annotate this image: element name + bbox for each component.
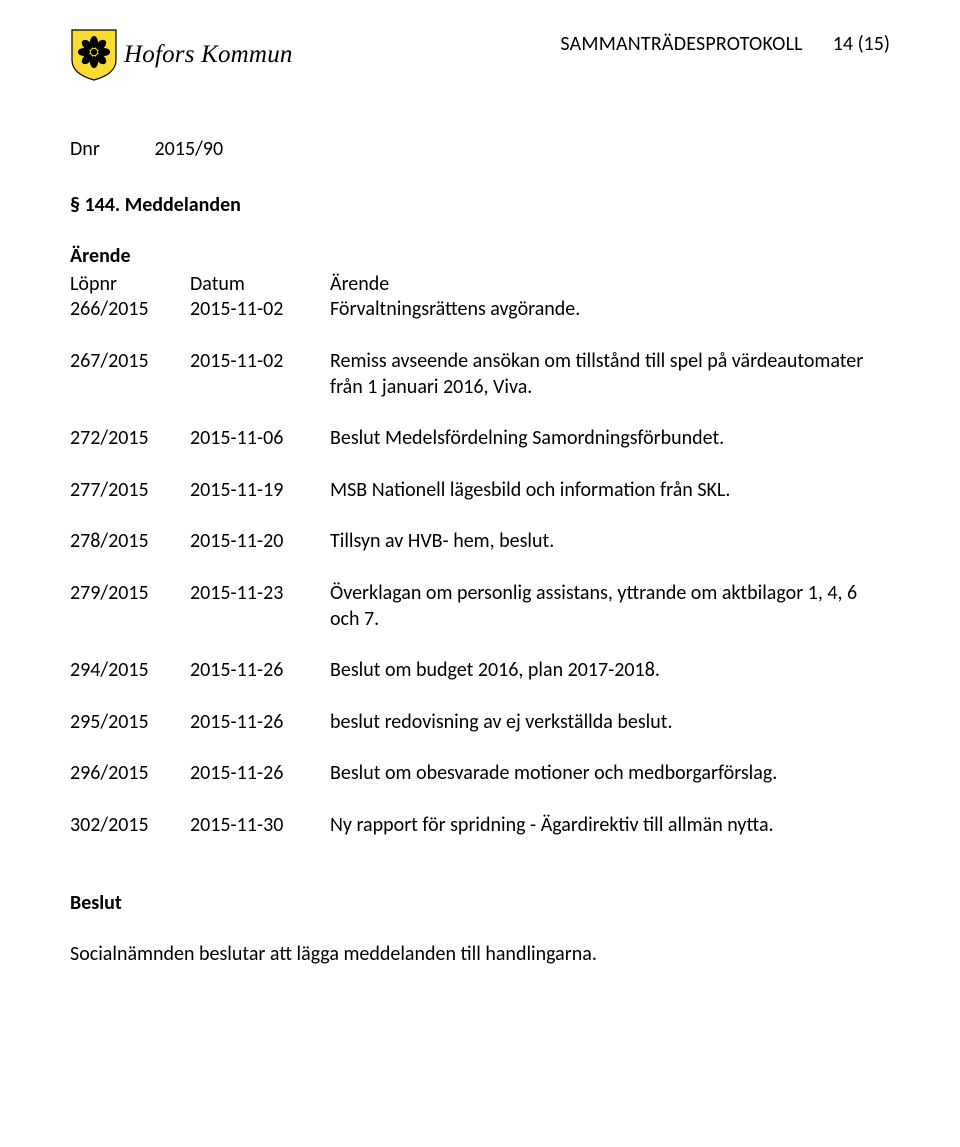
cell-text: Beslut om obesvarade motioner och medbor… [330,761,890,787]
page-header: Hofors Kommun SAMMANTRÄDESPROTOKOLL 14 (… [70,28,890,82]
table-header-row: Löpnr Datum Ärende [70,272,890,298]
cell-text: Tillsyn av HVB- hem, beslut. [330,529,890,555]
subheading: Ärende [70,244,890,270]
cell-datum: 2015-11-26 [190,658,330,684]
cell-text: MSB Nationell lägesbild och information … [330,478,890,504]
table-row: 266/2015 2015-11-02 Förvaltningsrättens … [70,297,890,323]
cell-text: Remiss avseende ansökan om tillstånd til… [330,349,890,400]
table-row: 294/2015 2015-11-26 Beslut om budget 201… [70,658,890,684]
cell-text: Ny rapport för spridning - Ägardirektiv … [330,813,890,839]
cell-lopnr: 272/2015 [70,426,190,452]
cell-datum: 2015-11-02 [190,349,330,400]
cell-text: beslut redovisning av ej verkställda bes… [330,710,890,736]
cell-text: Beslut Medelsfördelning Samordningsförbu… [330,426,890,452]
cell-lopnr: 277/2015 [70,478,190,504]
col-header-arende: Ärende [330,272,890,298]
cell-lopnr: 295/2015 [70,710,190,736]
cell-datum: 2015-11-26 [190,710,330,736]
cell-text: Förvaltningsrättens avgörande. [330,297,890,323]
logo-block: Hofors Kommun [70,28,293,82]
table-row: 267/2015 2015-11-02 Remiss avseende ansö… [70,349,890,400]
table-row: 272/2015 2015-11-06 Beslut Medelsfördeln… [70,426,890,452]
cell-datum: 2015-11-26 [190,761,330,787]
cell-lopnr: 302/2015 [70,813,190,839]
dnr-value: 2015/90 [155,137,224,161]
cell-text: Beslut om budget 2016, plan 2017-2018. [330,658,890,684]
table-row: 302/2015 2015-11-30 Ny rapport för sprid… [70,813,890,839]
cell-lopnr: 278/2015 [70,529,190,555]
table-row: 278/2015 2015-11-20 Tillsyn av HVB- hem,… [70,529,890,555]
municipality-logo-icon [70,28,118,82]
cell-datum: 2015-11-30 [190,813,330,839]
beslut-heading: Beslut [70,891,890,917]
page-content: Dnr 2015/90 § 144. Meddelanden Ärende Lö… [70,137,890,968]
cell-datum: 2015-11-23 [190,581,330,632]
dnr-label: Dnr [70,137,150,163]
document-title: SAMMANTRÄDESPROTOKOLL [560,28,832,56]
table-row: 296/2015 2015-11-26 Beslut om obesvarade… [70,761,890,787]
cell-lopnr: 267/2015 [70,349,190,400]
cell-lopnr: 266/2015 [70,297,190,323]
cell-datum: 2015-11-19 [190,478,330,504]
table-row: 279/2015 2015-11-23 Överklagan om person… [70,581,890,632]
cell-lopnr: 279/2015 [70,581,190,632]
col-header-datum: Datum [190,272,330,298]
section-title: § 144. Meddelanden [70,193,890,219]
table-row: 295/2015 2015-11-26 beslut redovisning a… [70,710,890,736]
cell-text: Överklagan om personlig assistans, yttra… [330,581,890,632]
cell-lopnr: 296/2015 [70,761,190,787]
cell-datum: 2015-11-06 [190,426,330,452]
table-row: 277/2015 2015-11-19 MSB Nationell lägesb… [70,478,890,504]
org-name: Hofors Kommun [124,41,293,69]
cell-lopnr: 294/2015 [70,658,190,684]
page-number: 14 (15) [833,28,890,56]
dnr-line: Dnr 2015/90 [70,137,890,163]
col-header-lopnr: Löpnr [70,272,190,298]
beslut-text: Socialnämnden beslutar att lägga meddela… [70,942,890,968]
cell-datum: 2015-11-02 [190,297,330,323]
cell-datum: 2015-11-20 [190,529,330,555]
